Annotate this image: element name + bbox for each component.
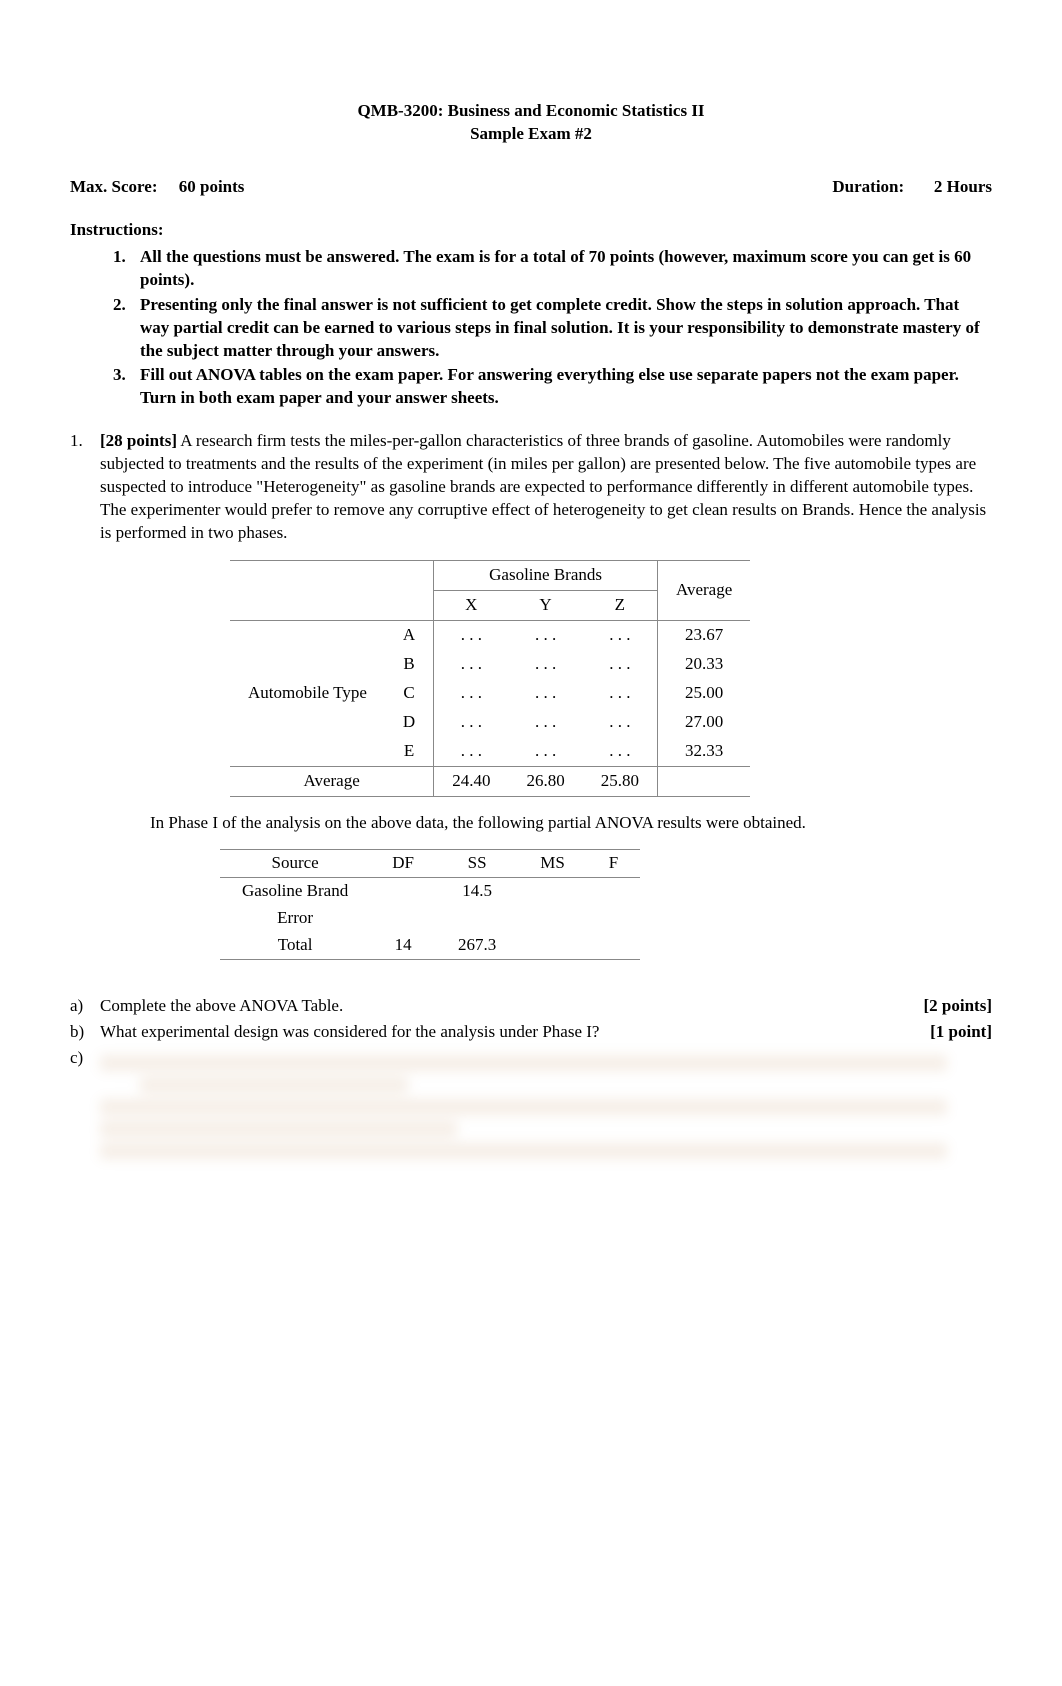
col-avg: 26.80: [508, 766, 582, 796]
sub-q-text: Complete the above ANOVA Table.: [100, 995, 343, 1018]
cell: . . .: [583, 620, 658, 649]
gasoline-data-table: Gasoline Brands Average X Y Z Automobile…: [230, 560, 750, 797]
col-avg: 25.80: [583, 766, 658, 796]
sub-q-letter: a): [70, 995, 100, 1018]
cell: . . .: [508, 679, 582, 708]
sub-question-a: a) Complete the above ANOVA Table. [2 po…: [70, 995, 992, 1018]
cell: . . .: [583, 679, 658, 708]
cell: . . .: [508, 620, 582, 649]
anova-source: Error: [220, 905, 370, 932]
question-number: 1.: [70, 430, 100, 980]
row-type: E: [385, 737, 434, 766]
average-header: Average: [657, 561, 750, 621]
sub-q-letter: c): [70, 1047, 100, 1165]
duration-label: Duration:: [832, 177, 904, 196]
brand-col: X: [434, 590, 509, 620]
col-avg-label: Average: [230, 766, 434, 796]
max-score-value: 60 points: [179, 177, 245, 196]
sub-questions: a) Complete the above ANOVA Table. [2 po…: [70, 995, 992, 1165]
instruction-item: All the questions must be answered. The …: [130, 246, 992, 292]
anova-ss: 267.3: [436, 932, 518, 959]
anova-f: [587, 905, 640, 932]
anova-header: Source: [220, 850, 370, 878]
row-type: D: [385, 708, 434, 737]
row-avg: 27.00: [657, 708, 750, 737]
row-avg: 25.00: [657, 679, 750, 708]
anova-df: [370, 905, 436, 932]
brand-col: Y: [508, 590, 582, 620]
anova-intro-text: In Phase I of the analysis on the above …: [150, 812, 992, 835]
cell: . . .: [508, 650, 582, 679]
question-points: [28 points]: [100, 431, 177, 450]
automobile-type-label: Automobile Type: [230, 620, 385, 766]
sub-q-text: What experimental design was considered …: [100, 1021, 599, 1044]
title-line-2: Sample Exam #2: [70, 123, 992, 146]
anova-source: Gasoline Brand: [220, 878, 370, 905]
cell: . . .: [508, 737, 582, 766]
sub-question-c: c): [70, 1047, 992, 1165]
score-duration-row: Max. Score: 60 points Duration: 2 Hours: [70, 176, 992, 199]
max-score-label: Max. Score:: [70, 177, 158, 196]
anova-header: SS: [436, 850, 518, 878]
anova-header: DF: [370, 850, 436, 878]
anova-table: Source DF SS MS F Gasoline Brand 14.5 Er…: [220, 849, 640, 960]
row-type: B: [385, 650, 434, 679]
duration-value: 2 Hours: [934, 177, 992, 196]
cell: . . .: [434, 650, 509, 679]
row-avg: 32.33: [657, 737, 750, 766]
anova-df: 14: [370, 932, 436, 959]
row-avg: 23.67: [657, 620, 750, 649]
anova-f: [587, 878, 640, 905]
anova-ss: 14.5: [436, 878, 518, 905]
cell: . . .: [583, 650, 658, 679]
col-avg: 24.40: [434, 766, 509, 796]
question-text: A research firm tests the miles-per-gall…: [100, 431, 986, 542]
anova-f: [587, 932, 640, 959]
anova-source: Total: [220, 932, 370, 959]
question-body: [28 points] A research firm tests the mi…: [100, 430, 992, 980]
exam-header: QMB-3200: Business and Economic Statisti…: [70, 100, 992, 146]
cell: . . .: [434, 737, 509, 766]
instructions-list: All the questions must be answered. The …: [130, 246, 992, 411]
duration: Duration: 2 Hours: [832, 176, 992, 199]
anova-header: F: [587, 850, 640, 878]
anova-df: [370, 878, 436, 905]
brands-header: Gasoline Brands: [434, 561, 658, 591]
row-avg: 20.33: [657, 650, 750, 679]
sub-q-letter: b): [70, 1021, 100, 1044]
row-type: C: [385, 679, 434, 708]
anova-ss: [436, 905, 518, 932]
brand-col: Z: [583, 590, 658, 620]
anova-ms: [518, 905, 587, 932]
sub-q-points: [2 points]: [924, 995, 992, 1018]
row-type: A: [385, 620, 434, 649]
title-line-1: QMB-3200: Business and Economic Statisti…: [70, 100, 992, 123]
cell: . . .: [583, 737, 658, 766]
cell: . . .: [434, 708, 509, 737]
cell: . . .: [508, 708, 582, 737]
question-1: 1. [28 points] A research firm tests the…: [70, 430, 992, 980]
cell: . . .: [434, 679, 509, 708]
anova-header: MS: [518, 850, 587, 878]
sub-question-b: b) What experimental design was consider…: [70, 1021, 992, 1044]
instructions-label: Instructions:: [70, 219, 992, 242]
instruction-item: Fill out ANOVA tables on the exam paper.…: [130, 364, 992, 410]
anova-ms: [518, 878, 587, 905]
anova-ms: [518, 932, 587, 959]
cell: . . .: [434, 620, 509, 649]
instruction-item: Presenting only the final answer is not …: [130, 294, 992, 363]
max-score: Max. Score: 60 points: [70, 176, 244, 199]
redacted-content: [100, 1049, 992, 1165]
sub-q-points: [1 point]: [930, 1021, 992, 1044]
cell: . . .: [583, 708, 658, 737]
